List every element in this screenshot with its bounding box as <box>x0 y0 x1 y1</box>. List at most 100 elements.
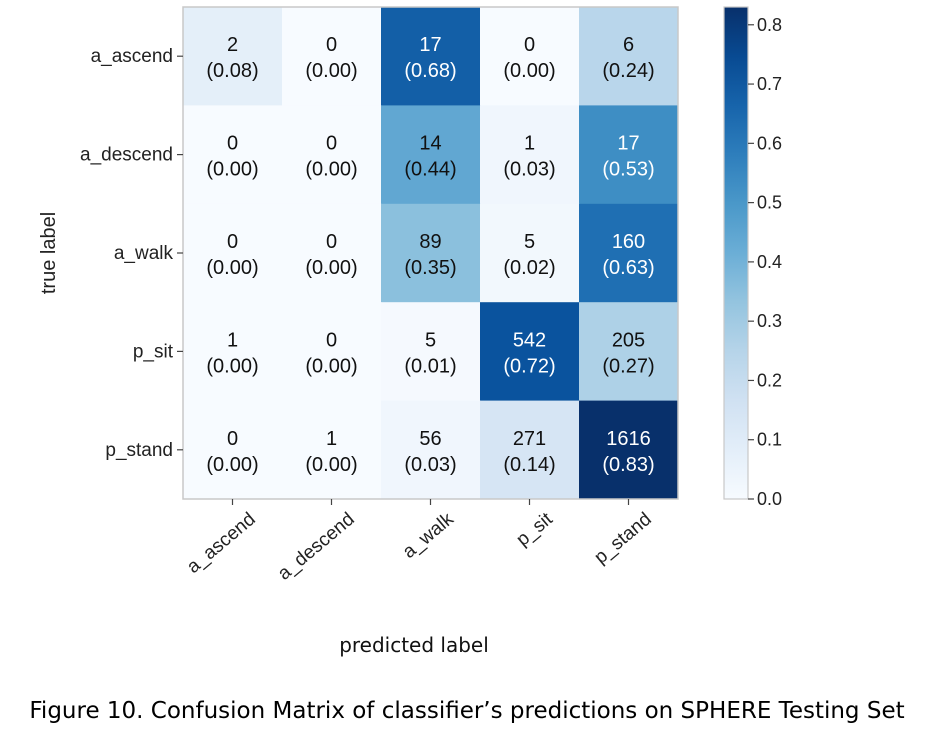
colorbar-tick-label: 0.1 <box>757 430 782 450</box>
x-axis: a_ascend a_descend a_walk p_sit p_stand <box>183 499 656 585</box>
colorbar: 0.0 0.1 0.2 0.3 0.4 0.5 0.6 0.7 0.8 <box>723 6 782 509</box>
heatmap-cell <box>282 400 382 500</box>
cell-fraction-label: (0.72) <box>503 355 555 377</box>
cell-count-label: 5 <box>425 329 436 351</box>
heatmap-cell <box>480 400 580 500</box>
cell-count-label: 1616 <box>606 428 651 450</box>
cell-fraction-label: (0.00) <box>206 355 258 377</box>
heatmap-cell <box>282 203 382 303</box>
cell-count-label: 6 <box>623 34 634 56</box>
y-tick-label: a_ascend <box>91 46 173 67</box>
cell-count-label: 89 <box>419 231 441 253</box>
cell-fraction-label: (0.00) <box>206 454 258 476</box>
cell-count-label: 17 <box>617 133 639 155</box>
cell-count-label: 0 <box>326 34 337 56</box>
cell-count-label: 0 <box>227 231 238 253</box>
cell-count-label: 14 <box>419 133 441 155</box>
cell-fraction-label: (0.00) <box>206 159 258 181</box>
cell-count-label: 1 <box>227 329 238 351</box>
heatmap-cell <box>183 203 283 303</box>
y-axis: a_ascend a_descend a_walk p_sit p_stand <box>80 46 183 461</box>
cell-fraction-label: (0.00) <box>206 257 258 279</box>
heatmap-cell <box>183 105 283 205</box>
cell-count-label: 0 <box>326 329 337 351</box>
colorbar-tick-label: 0.4 <box>757 252 782 272</box>
heatmap-cell <box>579 302 679 402</box>
heatmap-cell <box>480 203 580 303</box>
cell-count-label: 271 <box>513 428 546 450</box>
heatmap-cell <box>579 400 679 500</box>
colorbar-tick-label: 0.6 <box>757 133 782 153</box>
y-tick-label: p_sit <box>133 341 174 362</box>
colorbar-tick-label: 0.3 <box>757 311 782 331</box>
y-axis-title: true label <box>38 212 60 294</box>
cell-count-label: 56 <box>419 428 441 450</box>
heatmap-cell <box>381 7 481 106</box>
cell-fraction-label: (0.53) <box>602 159 654 181</box>
heatmap-cell <box>381 400 481 500</box>
heatmap-cell <box>480 105 580 205</box>
cell-fraction-label: (0.02) <box>503 257 555 279</box>
heatmap-cell <box>579 105 679 205</box>
cell-fraction-label: (0.27) <box>602 355 654 377</box>
heatmap-cell <box>183 400 283 500</box>
cell-fraction-label: (0.14) <box>503 454 555 476</box>
cell-count-label: 0 <box>326 133 337 155</box>
heatmap-cell <box>579 7 679 106</box>
colorbar-tick-label: 0.5 <box>757 193 782 213</box>
cell-count-label: 1 <box>326 428 337 450</box>
y-tick-label: a_descend <box>80 145 173 166</box>
heatmap-cell <box>480 7 580 106</box>
heatmap-cell <box>579 203 679 303</box>
cell-count-label: 0 <box>227 133 238 155</box>
colorbar-tick-label: 0.8 <box>757 15 782 35</box>
cell-count-label: 160 <box>612 231 645 253</box>
heatmap-cells <box>183 7 679 500</box>
cell-fraction-label: (0.00) <box>305 60 357 82</box>
heatmap-cell <box>282 302 382 402</box>
cell-count-label: 17 <box>419 34 441 56</box>
cell-count-label: 0 <box>227 428 238 450</box>
cell-fraction-label: (0.03) <box>404 454 456 476</box>
cell-count-label: 542 <box>513 329 546 351</box>
heatmap-cell <box>381 302 481 402</box>
cell-fraction-label: (0.00) <box>305 355 357 377</box>
cell-fraction-label: (0.08) <box>206 60 258 82</box>
x-axis-title: predicted label <box>339 633 489 657</box>
cell-fraction-label: (0.00) <box>305 159 357 181</box>
cell-fraction-label: (0.44) <box>404 159 456 181</box>
colorbar-tick-label: 0.0 <box>757 489 782 509</box>
heatmap-cell <box>381 203 481 303</box>
x-tick-label: p_sit <box>512 508 557 550</box>
colorbar-tick-label: 0.7 <box>757 74 782 94</box>
figure-caption: Figure 10. Confusion Matrix of classifie… <box>29 698 905 724</box>
cell-fraction-label: (0.03) <box>503 159 555 181</box>
y-tick-label: a_walk <box>114 243 174 264</box>
cell-fraction-label: (0.68) <box>404 60 456 82</box>
colorbar-gradient <box>723 6 749 500</box>
x-tick-label: a_ascend <box>183 509 260 578</box>
cell-fraction-label: (0.63) <box>602 257 654 279</box>
cell-count-label: 0 <box>326 231 337 253</box>
cell-fraction-label: (0.00) <box>503 60 555 82</box>
cell-count-label: 0 <box>524 34 535 56</box>
heatmap-cell <box>282 105 382 205</box>
cell-annotations: 2 (0.08) 0 (0.00) 17 (0.68) 0 (0.00) 6 (0.24) 0 (0.… <box>206 34 654 476</box>
heatmap-cell <box>282 7 382 106</box>
x-tick-label: a_walk <box>399 508 458 562</box>
cell-fraction-label: (0.24) <box>602 60 654 82</box>
cell-count-label: 2 <box>227 34 238 56</box>
cell-fraction-label: (0.00) <box>305 257 357 279</box>
cell-fraction-label: (0.35) <box>404 257 456 279</box>
cell-fraction-label: (0.00) <box>305 454 357 476</box>
y-tick-label: p_stand <box>105 440 173 461</box>
colorbar-tick-label: 0.2 <box>757 370 782 390</box>
heatmap-cell <box>183 302 283 402</box>
cell-count-label: 5 <box>524 231 535 253</box>
cell-fraction-label: (0.01) <box>404 355 456 377</box>
heatmap-cell <box>381 105 481 205</box>
cell-count-label: 1 <box>524 133 535 155</box>
heatmap-cell <box>183 7 283 106</box>
cell-fraction-label: (0.83) <box>602 454 654 476</box>
x-tick-label: p_stand <box>590 509 655 569</box>
